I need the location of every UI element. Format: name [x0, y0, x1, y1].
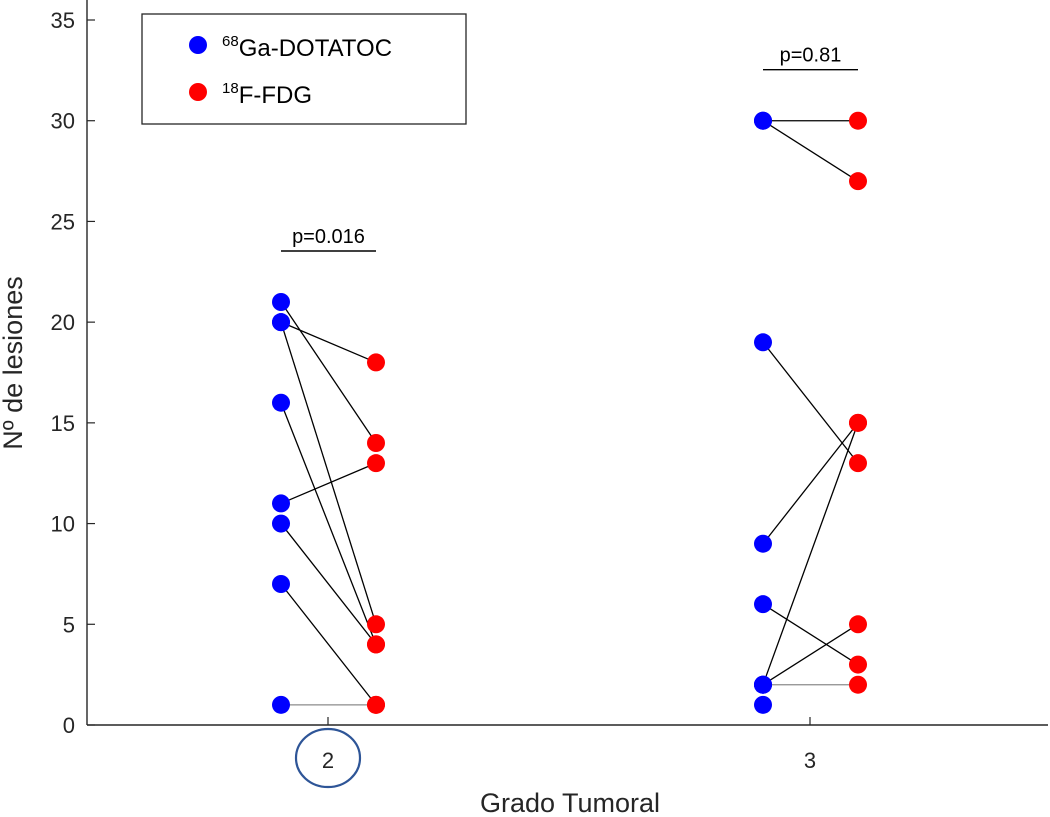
- point-fdg: [367, 434, 385, 452]
- pair-lines: [280, 120, 859, 706]
- x-tick-label: 2: [322, 748, 334, 773]
- pair-line: [762, 422, 859, 545]
- point-fdg: [367, 695, 385, 714]
- pair-line: [280, 321, 377, 364]
- pair-line: [762, 422, 859, 685]
- point-dotatoc: [754, 534, 772, 553]
- point-dotatoc: [272, 575, 290, 593]
- pair-line: [762, 623, 859, 686]
- pair-line: [280, 402, 377, 645]
- x-axis-title: Grado Tumoral: [480, 788, 660, 817]
- point-dotatoc: [754, 695, 772, 714]
- point-fdg: [849, 413, 867, 432]
- pair-line: [762, 120, 859, 182]
- legend-label-dotatoc: 68Ga-DOTATOC: [222, 33, 392, 62]
- y-tick-label: 20: [51, 310, 75, 335]
- point-dotatoc: [754, 675, 772, 694]
- pair-line: [762, 341, 859, 464]
- y-tick-label: 5: [63, 612, 75, 637]
- legend-main-dotatoc: Ga-DOTATOC: [239, 35, 392, 62]
- pair-line: [762, 603, 859, 666]
- pair-line: [280, 523, 377, 645]
- point-fdg: [367, 454, 385, 473]
- point-fdg: [367, 615, 385, 634]
- p-value-annotations: p=0.016 p=0.81: [281, 45, 858, 252]
- x-tick-label: 3: [804, 748, 816, 773]
- point-fdg: [849, 172, 867, 191]
- y-tick-label: 10: [51, 512, 75, 537]
- legend-main-fdg: F-FDG: [239, 82, 312, 109]
- pair-line: [280, 321, 377, 625]
- point-dotatoc: [272, 313, 290, 332]
- pair-line: [280, 462, 377, 505]
- data-points: [272, 111, 867, 714]
- legend-marker-fdg: [189, 83, 207, 101]
- point-dotatoc: [754, 111, 772, 130]
- pair-line: [280, 301, 377, 444]
- point-dotatoc: [272, 393, 290, 412]
- highlight-circle: [294, 727, 362, 789]
- point-dotatoc: [272, 494, 290, 513]
- y-tick-label: 35: [51, 8, 75, 33]
- legend-sup-fdg: 18: [222, 80, 239, 97]
- point-fdg: [849, 655, 867, 674]
- y-tick-label: 25: [51, 209, 75, 234]
- point-dotatoc: [754, 333, 772, 352]
- p-value-label: p=0.016: [292, 226, 365, 248]
- y-tick-label: 30: [51, 109, 75, 134]
- legend-box: [141, 13, 467, 125]
- y-tick-label: 0: [63, 713, 75, 738]
- point-dotatoc: [272, 293, 290, 311]
- y-tick-label: 15: [51, 411, 75, 436]
- p-value-label: p=0.81: [780, 45, 842, 67]
- legend-label-fdg: 18F-FDG: [222, 80, 312, 109]
- point-dotatoc: [272, 695, 290, 714]
- tick-marks: 0 5 10 15 20 25 30 35 2 3: [51, 8, 817, 773]
- point-fdg: [849, 111, 867, 130]
- point-dotatoc: [754, 595, 772, 614]
- point-fdg: [849, 454, 867, 473]
- point-fdg: [367, 353, 385, 372]
- point-dotatoc: [272, 514, 290, 533]
- point-fdg: [849, 615, 867, 634]
- legend-marker-dotatoc: [189, 36, 207, 54]
- pair-line: [280, 583, 377, 706]
- legend-sup-dotatoc: 68: [222, 33, 239, 50]
- point-fdg: [367, 635, 385, 654]
- point-fdg: [849, 675, 867, 694]
- legend: 68Ga-DOTATOC 18F-FDG: [141, 13, 467, 125]
- y-axis-title: Nº de lesiones: [0, 276, 28, 449]
